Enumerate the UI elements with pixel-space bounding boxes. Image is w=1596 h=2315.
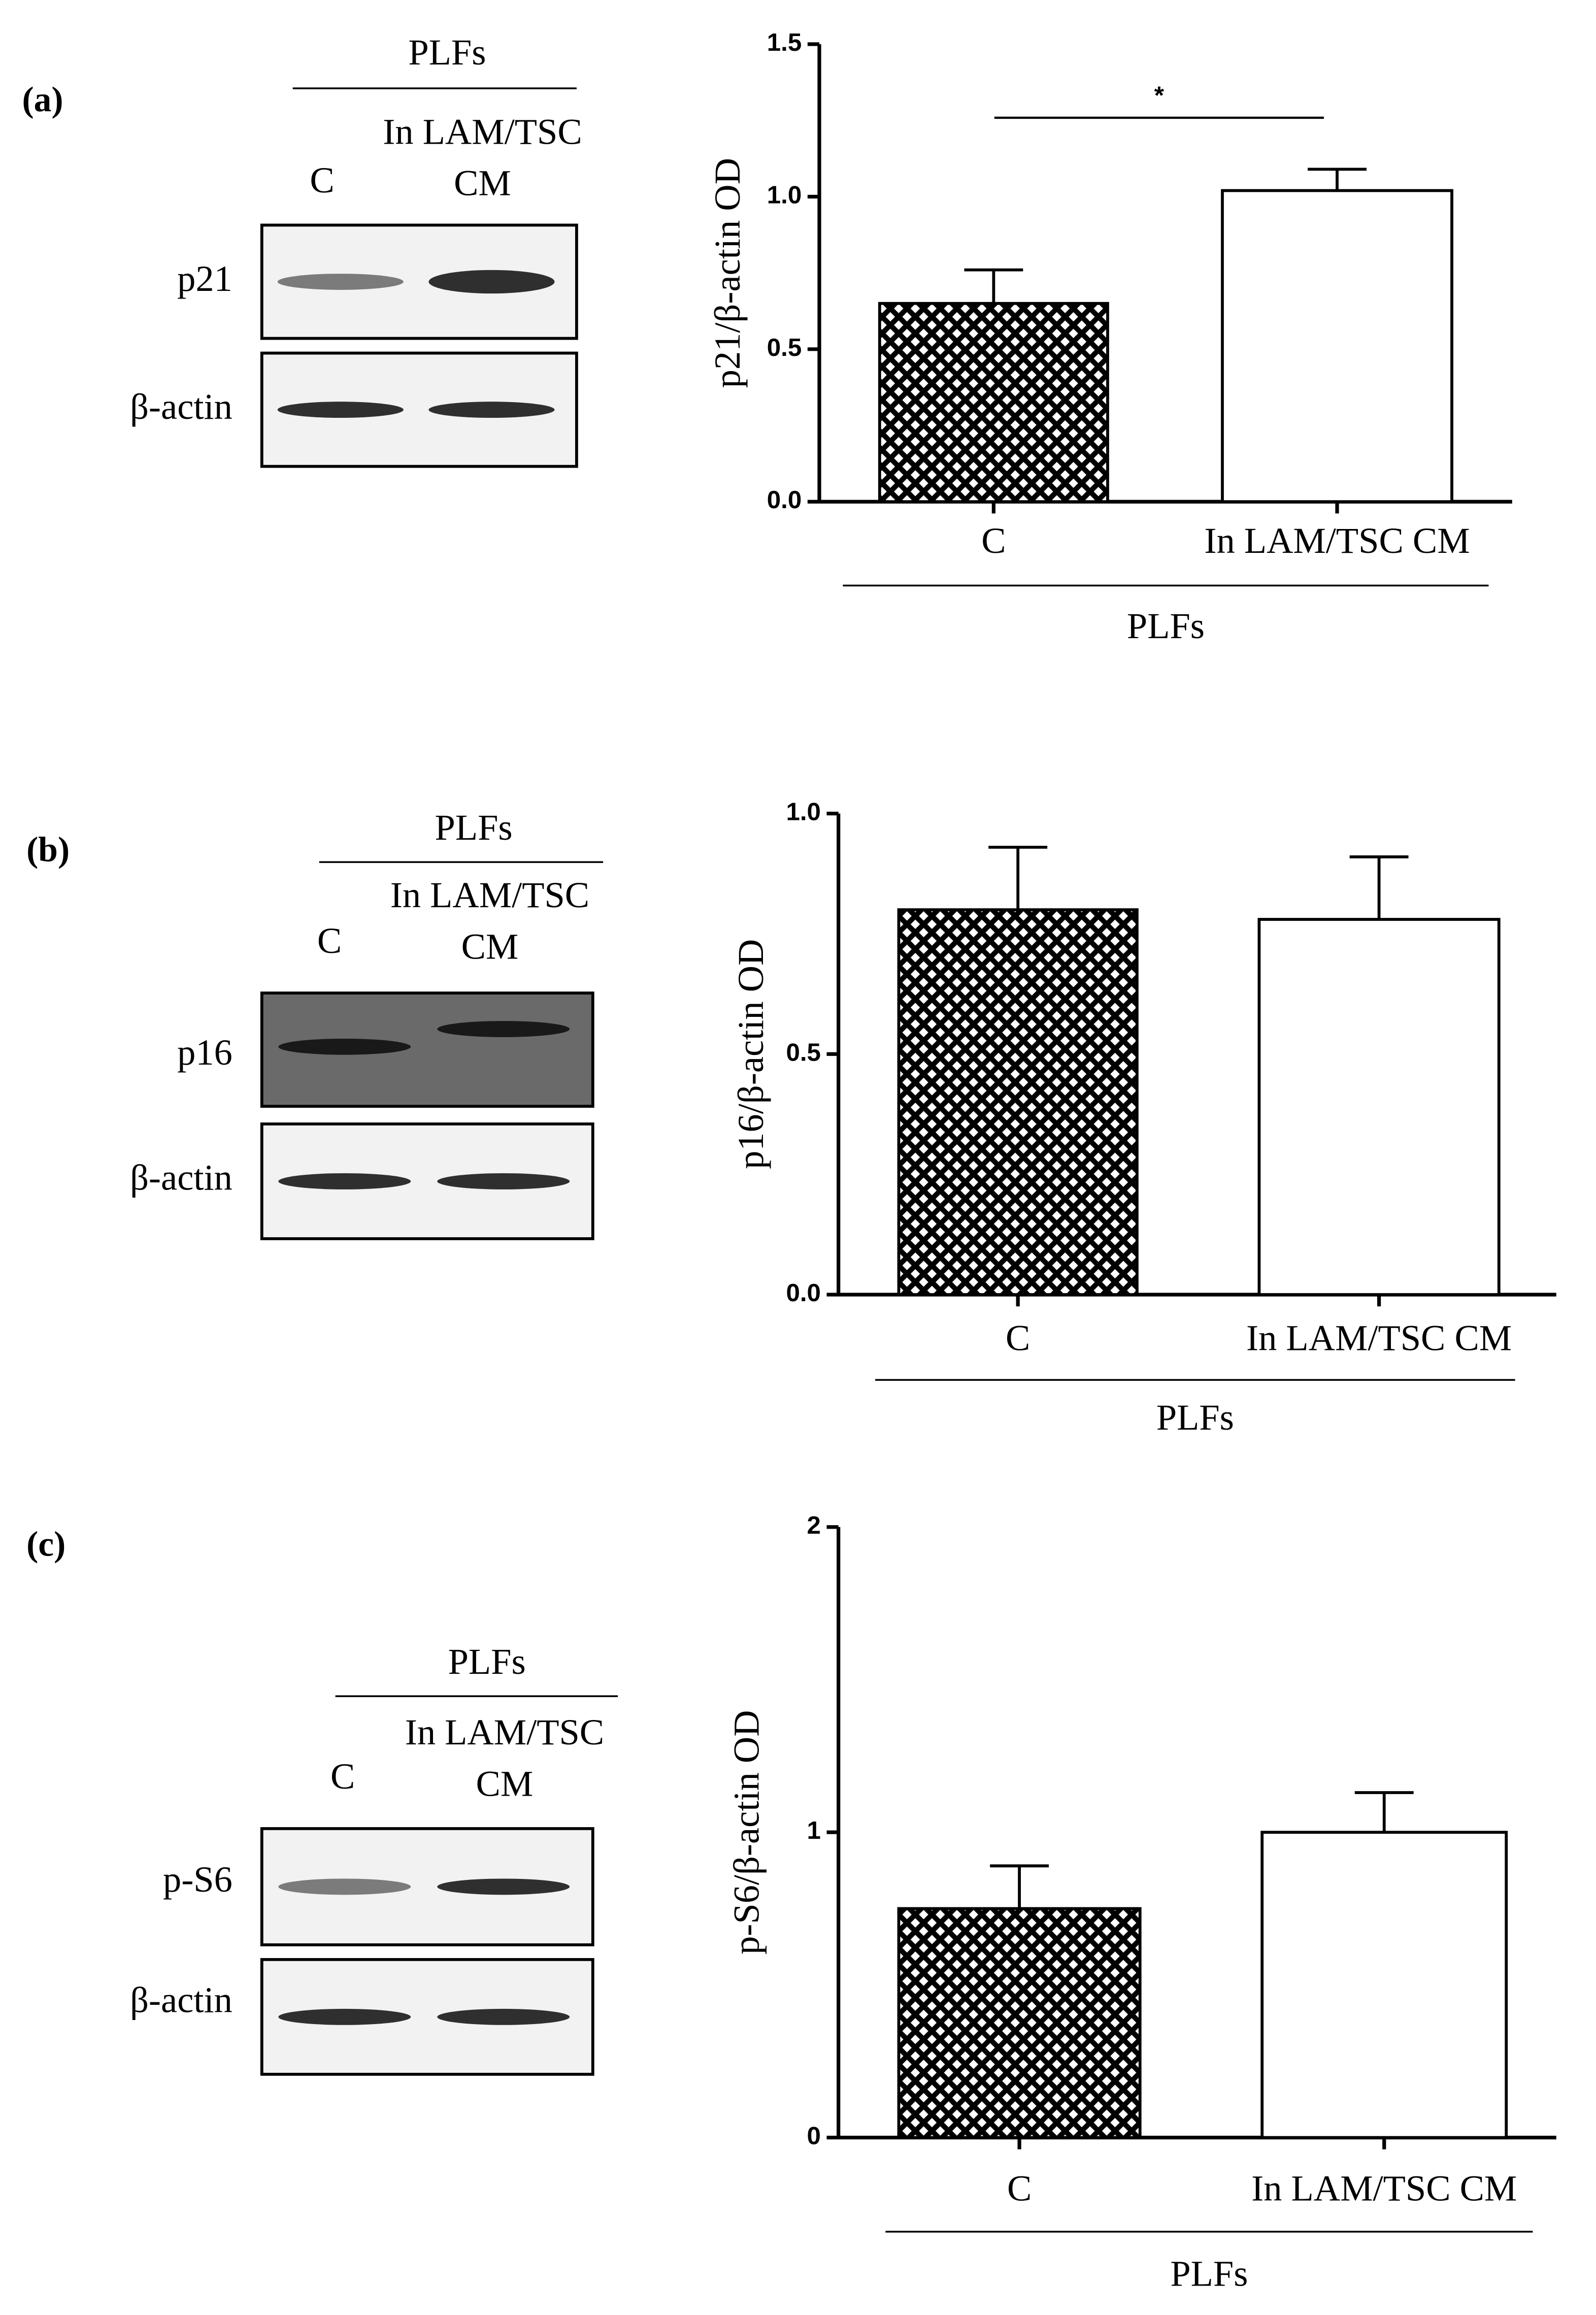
- y-axis-label: p-S6/β-actin OD: [725, 1710, 767, 1954]
- y-tick-label: 1: [807, 1816, 821, 1844]
- blot-row-label: β-actin: [130, 1157, 232, 1198]
- bar: [897, 1907, 1142, 2139]
- x-tick-label: In LAM/TSC CM: [1204, 520, 1470, 561]
- blot-band: [278, 2008, 411, 2025]
- x-group-label: PLFs: [1156, 1397, 1234, 1438]
- bar: [878, 302, 1109, 504]
- y-tick-label: 0.5: [767, 334, 802, 361]
- lane-label: In LAM/TSC: [405, 1711, 604, 1752]
- y-tick-label: 1.0: [786, 798, 820, 826]
- lane-label: In LAM/TSC: [383, 111, 582, 152]
- blot-row-label: p-S6: [163, 1859, 232, 1900]
- lane-label: C: [310, 159, 334, 201]
- significance-mark: *: [1154, 81, 1165, 109]
- blot-band: [428, 402, 555, 418]
- panel-label: (b): [26, 831, 70, 870]
- y-tick-label: 2: [807, 1511, 821, 1539]
- blot-band: [278, 1173, 411, 1189]
- x-group-label: PLFs: [1127, 605, 1205, 646]
- blot-group-label: PLFs: [435, 807, 513, 848]
- y-axis-label: p16/β-actin OD: [730, 939, 771, 1169]
- lane-label: C: [317, 920, 342, 961]
- y-tick-label: 0: [807, 2122, 821, 2149]
- panel-label: (a): [22, 80, 63, 119]
- lane-label: CM: [454, 162, 511, 204]
- blot-band: [437, 1173, 570, 1189]
- x-group-label: PLFs: [1170, 2253, 1248, 2294]
- blot-row-label: β-actin: [130, 386, 232, 427]
- blot-band: [428, 270, 555, 294]
- x-tick-label: In LAM/TSC CM: [1251, 2167, 1517, 2208]
- blot-band: [277, 402, 404, 418]
- x-tick-label: C: [1006, 1317, 1030, 1358]
- bar: [1221, 189, 1453, 504]
- x-tick-label: C: [1007, 2167, 1032, 2208]
- blot-group-label: PLFs: [448, 1641, 526, 1682]
- y-tick-label: 0.5: [786, 1038, 820, 1066]
- x-tick-label: In LAM/TSC CM: [1246, 1317, 1512, 1358]
- lane-label: CM: [461, 926, 519, 967]
- blot-row-label: p16: [177, 1032, 232, 1073]
- blot-row-label: β-actin: [130, 1979, 232, 2020]
- y-axis-label: p21/β-actin OD: [707, 158, 748, 388]
- y-tick-label: 0.0: [767, 486, 802, 514]
- blot-band: [437, 1021, 570, 1037]
- bar: [897, 908, 1139, 1296]
- blot-band: [278, 1878, 411, 1895]
- blot-row-label: p21: [177, 258, 232, 299]
- bar: [1257, 918, 1501, 1296]
- blot-group-label: PLFs: [408, 31, 486, 73]
- y-tick-label: 0.0: [786, 1279, 820, 1307]
- y-tick-label: 1.0: [767, 181, 802, 209]
- panel-label: (c): [26, 1525, 65, 1564]
- y-tick-label: 1.5: [767, 28, 802, 56]
- blot-band: [437, 1878, 570, 1895]
- bar: [1260, 1831, 1508, 2139]
- x-tick-label: C: [981, 520, 1006, 561]
- lane-label: CM: [476, 1763, 534, 1804]
- blot-band: [437, 2008, 570, 2025]
- lane-label: In LAM/TSC: [390, 874, 589, 915]
- lane-label: C: [330, 1756, 355, 1797]
- blot-band: [277, 274, 404, 290]
- blot-band: [278, 1038, 411, 1055]
